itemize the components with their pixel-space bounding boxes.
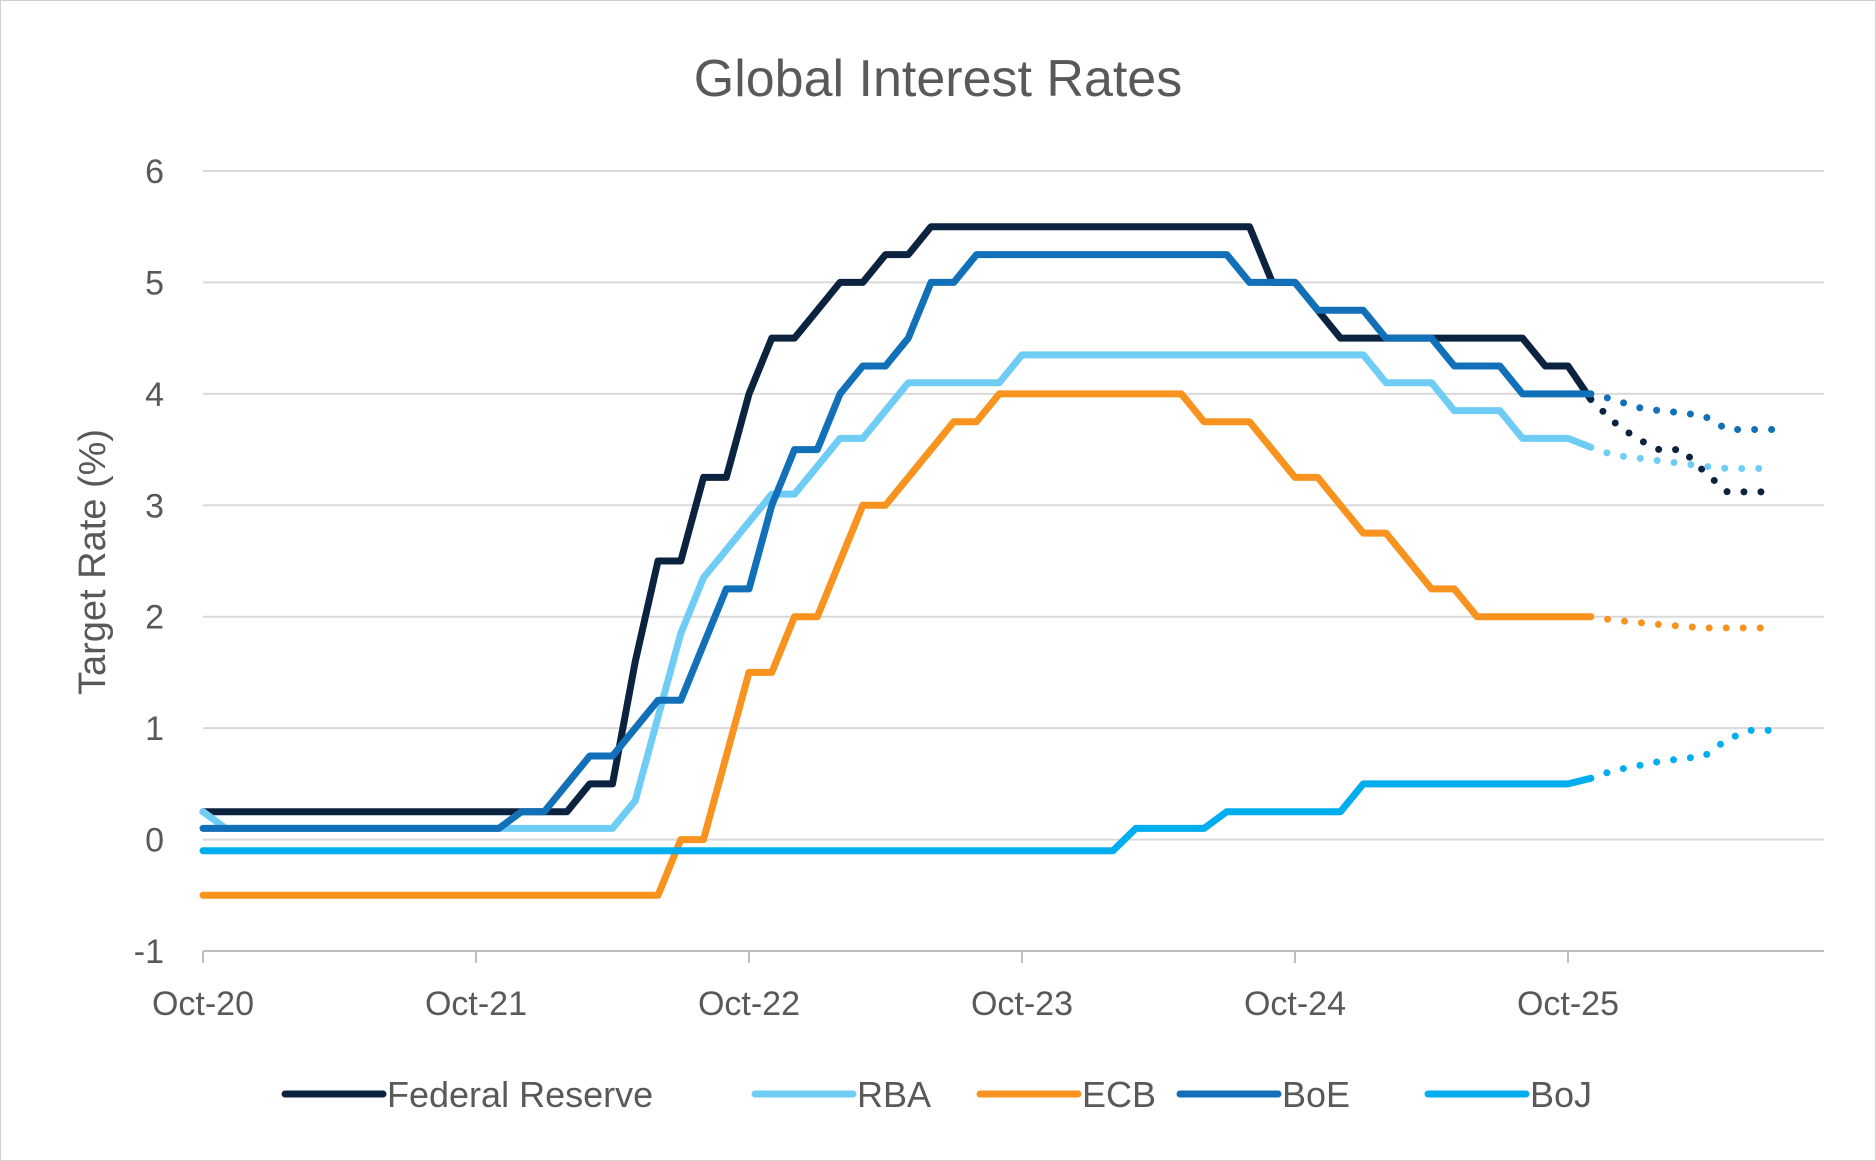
y-tick-label-7: 6: [145, 153, 164, 191]
x-tick-label-4: Oct-24: [1244, 985, 1346, 1023]
y-tick-label-2: 1: [145, 710, 164, 748]
series-forecast-boe: [1587, 390, 1777, 433]
axes: -1 0 1 2 3 4 5 6 Oct-20 Oct-21 Oct-22 Oct-23 Oct-24 O…: [134, 153, 1824, 1023]
y-tick-label-3: 2: [145, 599, 164, 637]
series-forecast-boj: [1587, 726, 1777, 782]
series-line-ecb: [199, 390, 1595, 899]
y-axis-label: Target Rate (%): [72, 429, 114, 695]
x-tick-label-0: Oct-20: [152, 985, 254, 1023]
y-tick-label-4: 3: [145, 487, 164, 525]
legend-label-rba: RBA: [857, 1074, 931, 1115]
x-tick-label-1: Oct-21: [425, 985, 527, 1023]
x-tick-label-2: Oct-22: [698, 985, 800, 1023]
series-forecast-rba: [1587, 443, 1777, 472]
legend: Federal Reserve RBA ECB BoE BoJ: [281, 1074, 1592, 1115]
legend-label-boe: BoE: [1282, 1074, 1350, 1115]
legend-label-boj: BoJ: [1530, 1074, 1592, 1115]
y-tick-label-6: 5: [145, 264, 164, 302]
y-tick-label-0: -1: [134, 933, 164, 971]
series-lines: [199, 223, 1777, 899]
x-tick-label-3: Oct-23: [971, 985, 1073, 1023]
x-tick-label-5: Oct-25: [1517, 985, 1619, 1023]
legend-label-ecb: ECB: [1082, 1074, 1156, 1115]
gridlines: [203, 170, 1824, 841]
series-line-rba: [199, 351, 1595, 832]
series-line-boj: [199, 774, 1595, 855]
series-forecast-ecb: [1587, 613, 1777, 632]
y-tick-label-5: 4: [145, 376, 164, 414]
chart-title: Global Interest Rates: [694, 50, 1182, 108]
series-line-federal-reserve: [199, 223, 1595, 816]
series-forecast-federal-reserve: [1587, 395, 1777, 496]
legend-label-federal-reserve: Federal Reserve: [387, 1074, 653, 1115]
series-line-boe: [199, 251, 1595, 832]
y-tick-label-1: 0: [145, 822, 164, 860]
